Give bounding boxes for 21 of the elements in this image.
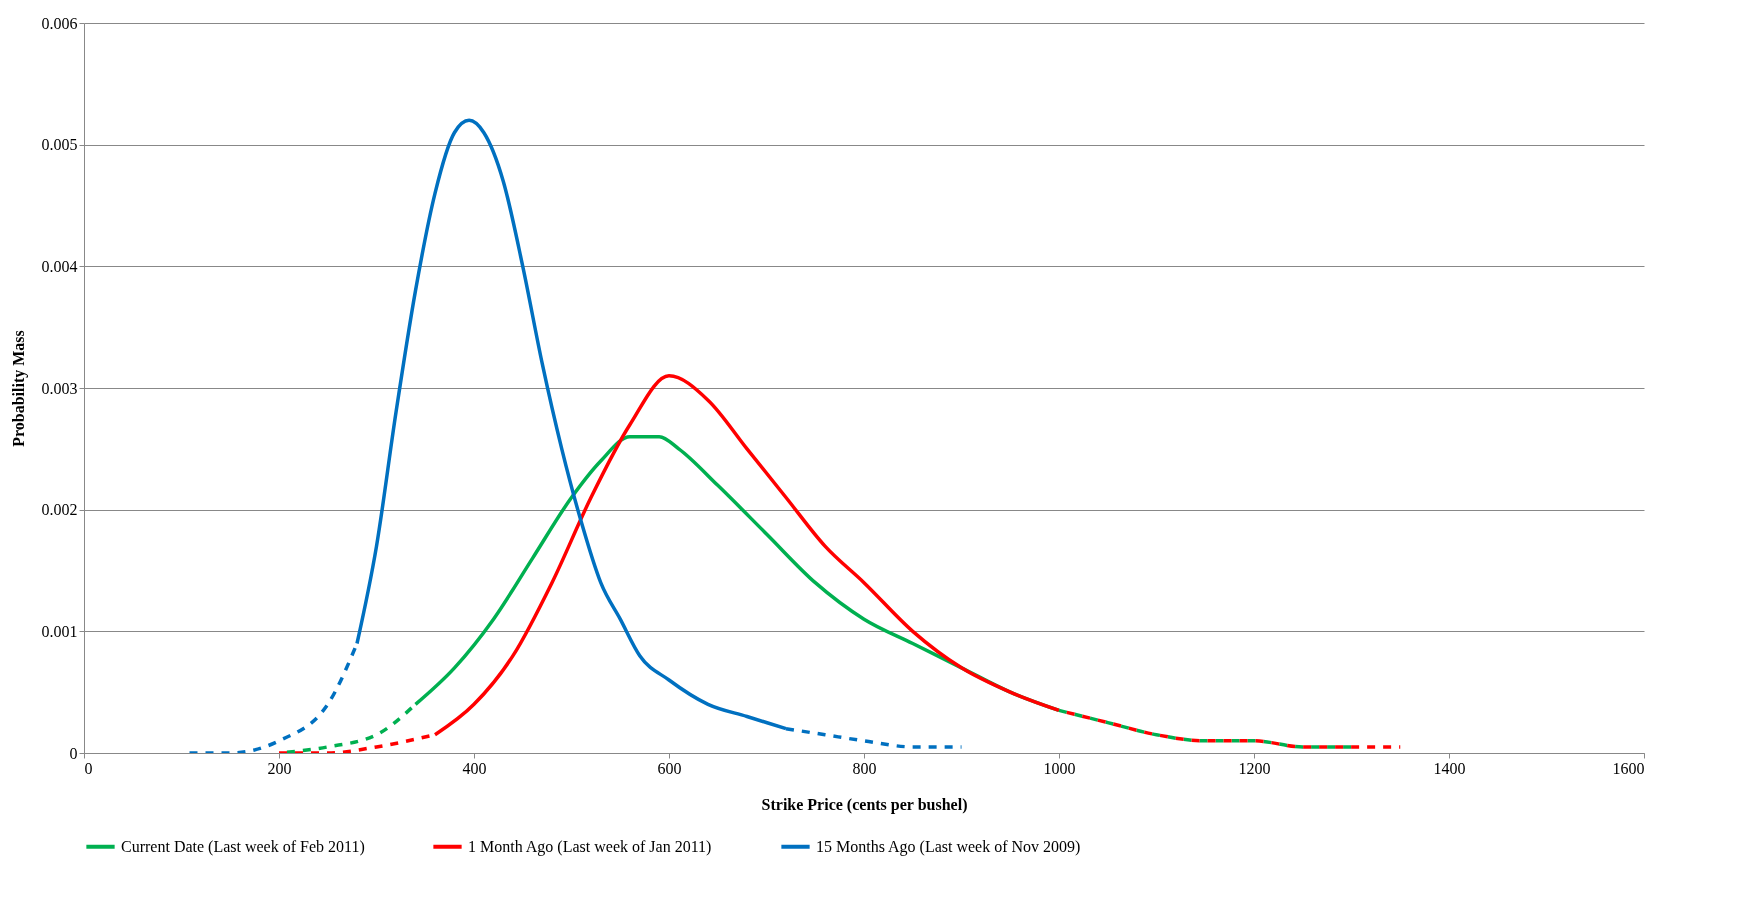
legend-label: 1 Month Ago (Last week of Jan 2011): [468, 837, 712, 856]
y-tick-label: 0.006: [41, 14, 78, 32]
y-axis-title: Probability Mass: [9, 330, 28, 447]
legend-label: Current Date (Last week of Feb 2011): [121, 837, 365, 856]
x-tick-label: 1000: [1043, 759, 1076, 777]
x-tick-label: 1200: [1238, 759, 1271, 777]
y-tick-label: 0: [69, 744, 78, 762]
y-tick-label: 0.002: [41, 501, 78, 519]
y-tick-label: 0.004: [41, 257, 78, 275]
x-tick-label: 0: [84, 759, 93, 777]
x-tick-label: 800: [852, 759, 877, 777]
y-tick-label: 0.005: [41, 136, 78, 154]
x-tick-label: 600: [657, 759, 682, 777]
x-tick-label: 200: [267, 759, 292, 777]
x-tick-label: 400: [462, 759, 487, 777]
x-axis-title: Strike Price (cents per bushel): [761, 795, 968, 814]
x-tick-label: 1400: [1433, 759, 1466, 777]
legend-label: 15 Months Ago (Last week of Nov 2009): [816, 837, 1081, 856]
y-tick-label: 0.001: [41, 622, 78, 640]
x-tick-label: 1600: [1612, 759, 1645, 777]
y-tick-label: 0.003: [41, 379, 78, 397]
